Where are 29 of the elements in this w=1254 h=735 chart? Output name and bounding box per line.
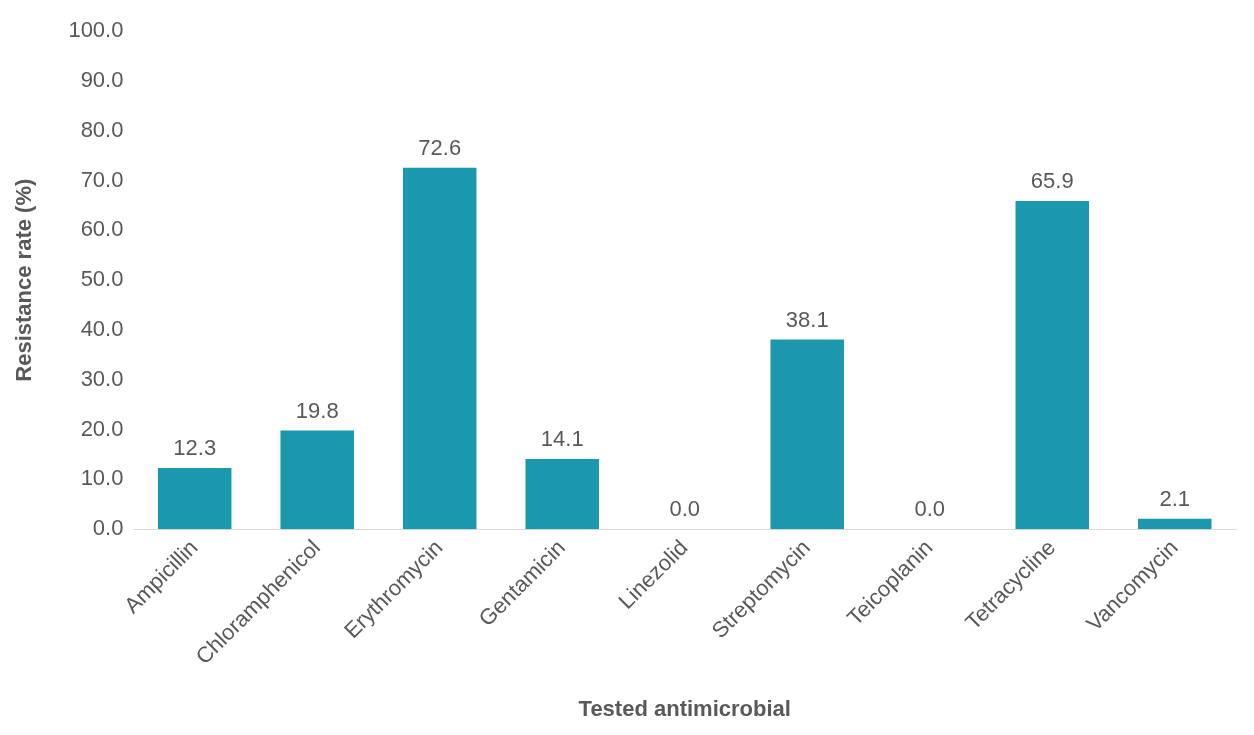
data-label: 19.8: [295, 397, 339, 423]
y-tick-label: 10.0: [80, 465, 124, 491]
bar: [1138, 518, 1212, 530]
data-label: 12.3: [173, 435, 217, 461]
y-tick-label: 100.0: [68, 17, 124, 43]
y-tick-label: 0.0: [92, 515, 124, 541]
y-tick-label: 30.0: [80, 365, 124, 391]
data-label: 0.0: [669, 496, 701, 522]
data-label: 2.1: [1159, 485, 1191, 511]
bar: [525, 458, 599, 530]
data-label: 72.6: [418, 134, 462, 160]
y-tick-label: 50.0: [80, 266, 124, 292]
bar: [402, 167, 477, 530]
bar: [157, 467, 232, 530]
y-tick-label: 40.0: [80, 316, 124, 342]
data-label: 38.1: [785, 306, 829, 332]
bar: [770, 339, 844, 530]
y-tick-label: 70.0: [80, 166, 124, 192]
y-tick-label: 90.0: [80, 67, 124, 93]
data-label: 65.9: [1030, 168, 1074, 194]
data-label: 0.0: [914, 496, 946, 522]
bar: [1015, 201, 1089, 530]
data-label: 14.1: [540, 426, 584, 452]
y-tick-label: 80.0: [80, 116, 124, 142]
y-tick-label: 20.0: [80, 415, 124, 441]
y-axis-title: Resistance rate (%): [11, 178, 37, 382]
x-axis-title: Tested antimicrobial: [578, 695, 791, 721]
y-tick-label: 60.0: [80, 216, 124, 242]
bar: [280, 430, 354, 530]
